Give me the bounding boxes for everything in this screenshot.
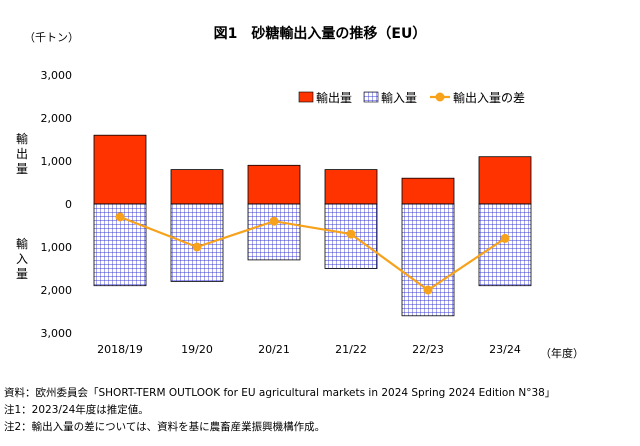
export-bar	[478, 156, 532, 205]
y-tick-label: 2,000	[41, 284, 73, 297]
export-bar	[324, 169, 378, 205]
x-tick-label: 22/23	[412, 343, 444, 356]
chart-title: 図1 砂糖輸出入量の推移（EU）	[214, 25, 427, 42]
y-axis-char: 出	[16, 147, 28, 161]
difference-point	[346, 229, 356, 239]
y-tick-label: 2,000	[41, 112, 73, 125]
y-tick-label: 0	[65, 198, 72, 211]
difference-line	[119, 215, 506, 292]
difference-point	[500, 233, 510, 243]
y-tick-label: 1,000	[41, 241, 73, 254]
chart: 図1 砂糖輸出入量の推移（EU） （千トン） 3,000 2,000 1,000 0 1…	[16, 25, 584, 360]
y-axis-char: 量	[16, 267, 28, 281]
y-tick-label: 3,000	[41, 327, 73, 340]
x-unit-label: （年度）	[540, 346, 584, 360]
export-bar	[247, 164, 301, 205]
notes: 資料：欧州委員会「SHORT-TERM OUTLOOK for EU agric…	[4, 385, 555, 436]
legend-import-swatch	[363, 91, 379, 103]
x-tick-label: 23/24	[489, 343, 521, 356]
x-tick-label: 20/21	[258, 343, 290, 356]
difference-point	[423, 285, 433, 295]
note-2: 注2：輸出入量の差については、資料を基に農畜産業振興機構作成。	[4, 421, 326, 433]
difference-point	[192, 242, 202, 252]
export-bar	[170, 169, 224, 205]
export-bar	[93, 134, 147, 205]
legend-diff-label: 輸出入量の差	[453, 90, 525, 105]
legend-diff-marker	[435, 92, 445, 102]
y-axis-lower-label: 輸入量	[16, 236, 28, 281]
y-axis-char: 入	[16, 252, 28, 266]
unit-label: （千トン）	[24, 31, 79, 44]
x-tick-label: 19/20	[181, 343, 213, 356]
note-1: 注1：2023/24年度は推定値。	[4, 404, 149, 416]
x-tick-label: 21/22	[335, 343, 367, 356]
import-bar	[478, 203, 532, 287]
difference-point	[269, 216, 279, 226]
y-axis-upper-label: 輸出量	[16, 131, 28, 176]
import-bar	[247, 203, 301, 261]
difference-point	[115, 212, 125, 222]
legend-export-swatch	[298, 91, 314, 103]
y-tick-label: 1,000	[41, 155, 73, 168]
y-axis-char: 輸	[16, 236, 28, 251]
note-source: 資料：欧州委員会「SHORT-TERM OUTLOOK for EU agric…	[4, 387, 556, 399]
y-tick-label: 3,000	[41, 69, 73, 82]
y-axis-char: 輸	[16, 131, 28, 146]
legend-import-label: 輸入量	[381, 90, 417, 105]
y-axis-char: 量	[16, 162, 28, 176]
import-bar	[401, 203, 455, 317]
x-tick-label: 2018/19	[97, 343, 143, 356]
legend-export-label: 輸出量	[316, 90, 352, 105]
export-bar	[401, 177, 455, 205]
